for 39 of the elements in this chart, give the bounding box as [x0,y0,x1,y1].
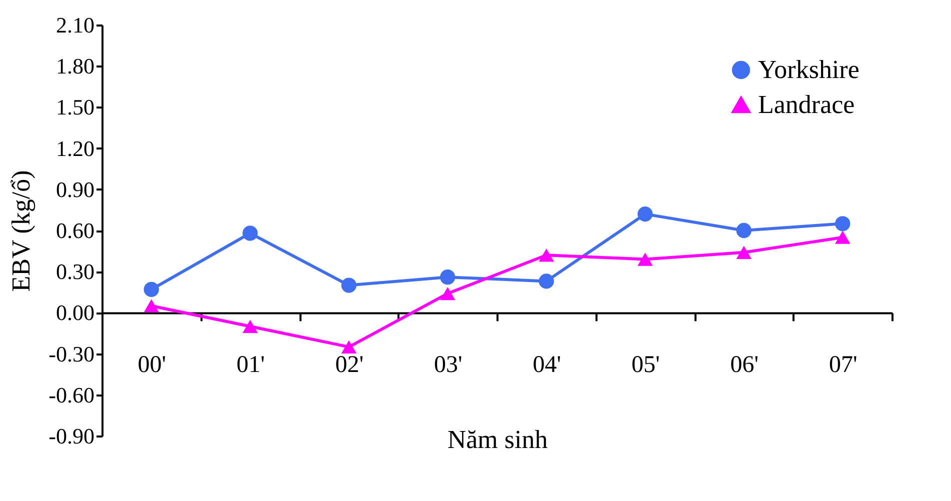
point [144,282,159,297]
point [835,216,850,232]
x-tick-label: 07' [828,352,858,378]
point [538,248,554,262]
x-tick-label: 04' [532,352,562,378]
y-tick-label: -0.60 [48,382,94,408]
y-axis-title: EBV (kg/ổ) [6,170,36,292]
x-tick-label: 03' [434,352,462,378]
y-tick-label: -0.90 [48,424,94,448]
y-tick-label: 0.60 [56,218,94,243]
point [835,230,850,244]
point [440,286,456,300]
point [440,270,456,285]
point [144,299,159,312]
x-tick-label: 01' [236,352,265,378]
y-tick-label: -0.30 [48,341,94,366]
x-tick-label: 00' [138,352,166,378]
y-tick-label: 1.20 [56,136,94,161]
y-tick-label: 0.00 [56,300,94,326]
point [538,274,554,289]
x-axis-title: Năm sinh [447,425,548,454]
point [242,320,258,333]
y-tick-label: 1.80 [56,54,94,79]
point [638,252,653,266]
x-tick-label: 02' [335,352,364,378]
y-tick-label: 0.30 [56,259,94,284]
x-tick-label: 06' [730,352,759,378]
legend-label: Landrace [758,90,855,119]
point [736,222,752,238]
point [341,278,356,293]
y-tick-label: 0.90 [56,176,94,202]
point [638,206,653,222]
point [341,340,356,354]
point [242,226,258,241]
legend-label: Yorkshire [758,55,860,84]
point [736,246,752,259]
x-tick-label: 05' [631,352,660,378]
y-tick-label: 1.50 [56,94,94,120]
y-tick-label: 2.10 [56,12,94,38]
